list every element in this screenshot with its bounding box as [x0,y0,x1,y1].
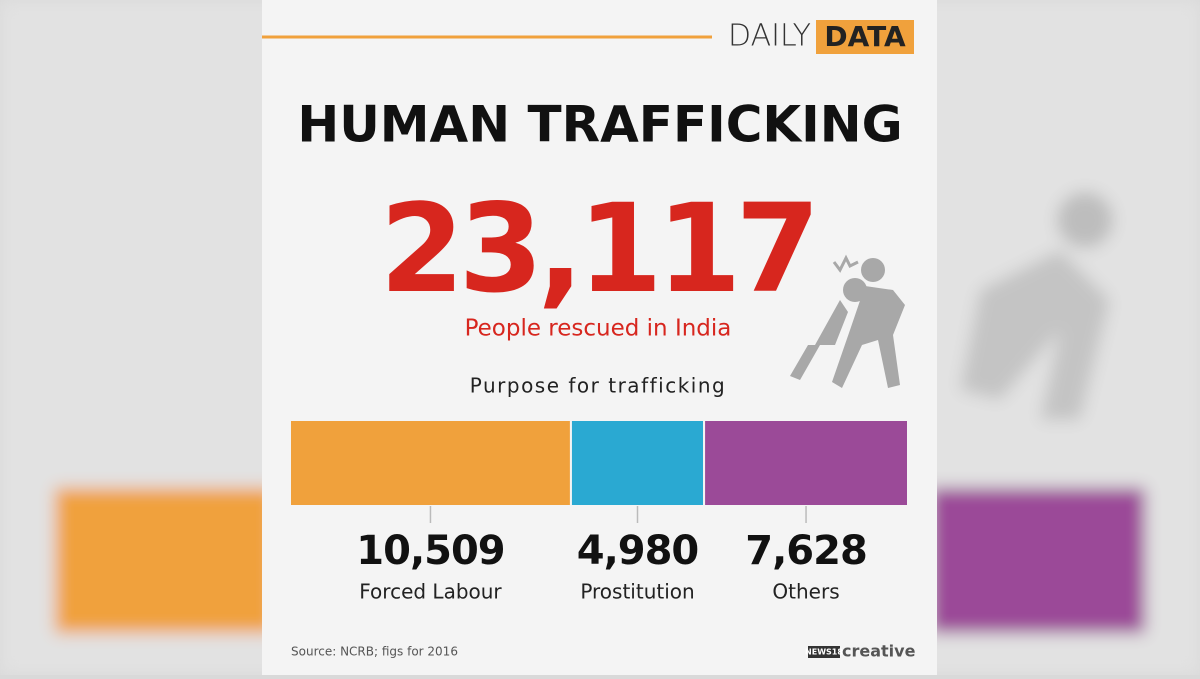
bar-segment [289,419,572,507]
value-label: 4,980 [577,528,699,574]
logo-news: NEWS18 [805,648,843,657]
category-label: Forced Labour [359,580,502,604]
logo-creative: creative [842,642,916,661]
trafficking-icon [790,254,905,388]
title: HUMAN TRAFFICKING [297,96,902,154]
chart-title: Purpose for trafficking [470,374,726,398]
category-label: Prostitution [580,580,694,604]
brand-daily: DAILY [728,19,811,54]
headline-caption: People rescued in India [465,316,732,342]
value-label: 10,509 [356,528,504,574]
source: Source: NCRB; figs for 2016 [291,645,458,659]
logo-box [808,646,840,658]
bar-segment [569,419,706,507]
brand-box [816,20,914,54]
bar-segment [703,419,909,507]
headline-number: 23,117 [380,178,815,320]
value-label: 7,628 [745,528,867,574]
category-label: Others [772,580,839,604]
brand-data: DATA [824,20,906,53]
